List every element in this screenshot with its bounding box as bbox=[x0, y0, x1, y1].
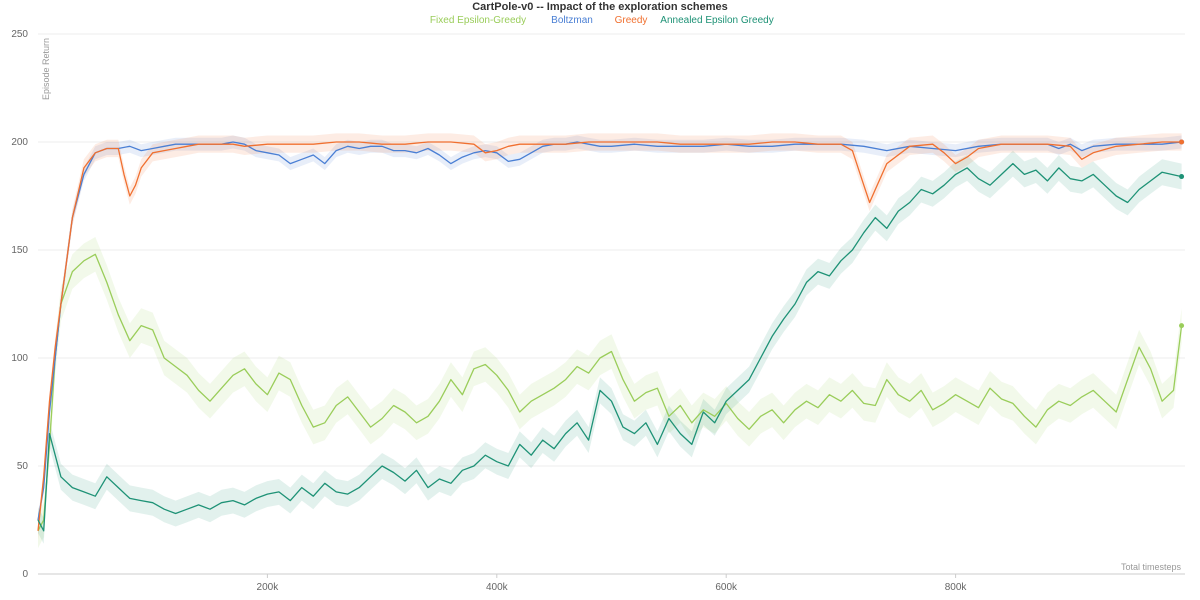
x-tick-label: 400k bbox=[486, 582, 509, 593]
series-line bbox=[37, 253, 1183, 532]
legend: Fixed Epsilon-Greedy Boltzman Greedy Anneal… bbox=[430, 15, 774, 26]
series-lines bbox=[37, 139, 1185, 532]
legend-item: Annealed Epsilon Greedy bbox=[660, 15, 773, 26]
y-tick-label: 250 bbox=[11, 29, 28, 40]
series-end-point bbox=[1179, 174, 1185, 180]
series-end-point bbox=[1179, 323, 1185, 329]
y-tick-label: 200 bbox=[11, 137, 28, 148]
y-tick-label: 0 bbox=[22, 569, 28, 580]
x-tick-label: 200k bbox=[257, 582, 280, 593]
grid bbox=[38, 33, 1185, 467]
series-band bbox=[38, 150, 1182, 544]
legend-item: Greedy bbox=[615, 15, 648, 26]
series-band bbox=[38, 135, 1182, 527]
series-end-point bbox=[1179, 139, 1185, 145]
series-line bbox=[37, 162, 1182, 532]
y-tick-label: 50 bbox=[17, 461, 29, 472]
legend-item: Fixed Epsilon-Greedy bbox=[430, 15, 526, 26]
series-line bbox=[37, 141, 1182, 531]
y-tick-label: 100 bbox=[11, 353, 28, 364]
x-tick-label: 800k bbox=[945, 582, 968, 593]
x-axis-label: Total timesteps bbox=[1121, 562, 1182, 572]
y-tick-label: 150 bbox=[11, 245, 28, 256]
series-band bbox=[38, 237, 1182, 549]
x-tick-label: 600k bbox=[715, 582, 738, 593]
chart-title: CartPole-v0 -- Impact of the exploration… bbox=[472, 1, 728, 13]
axes: 0 50 100 150 200 250 200k 400k 600k 800k bbox=[11, 29, 1185, 593]
y-axis-label: Episode Return bbox=[41, 38, 51, 100]
legend-item: Boltzman bbox=[551, 15, 593, 26]
series-line bbox=[37, 141, 1182, 521]
confidence-bands bbox=[38, 133, 1182, 549]
